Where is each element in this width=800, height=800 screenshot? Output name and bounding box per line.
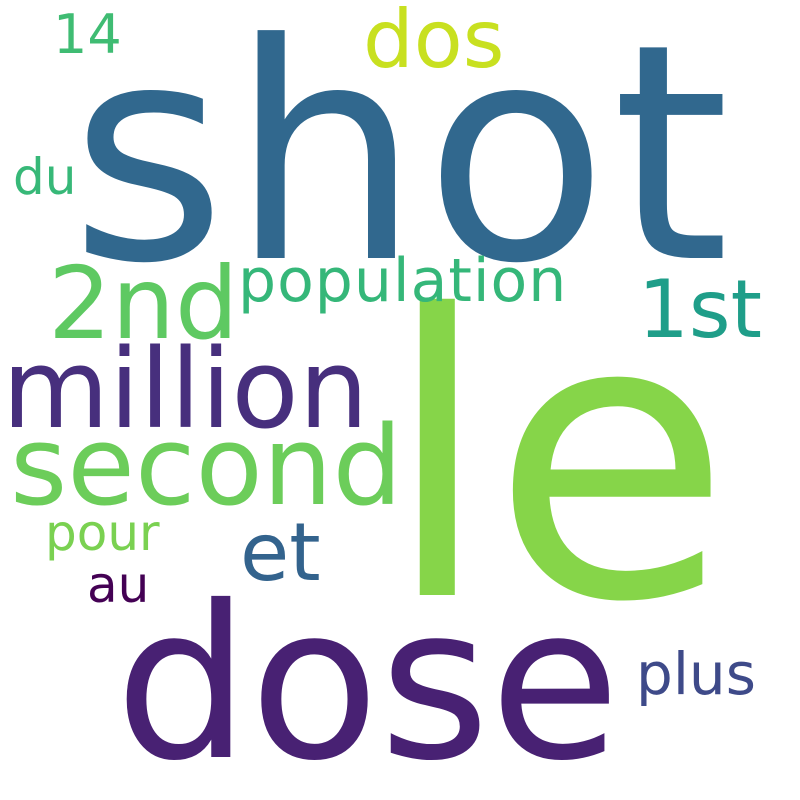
word-au: au <box>87 556 150 614</box>
word-shot: shot <box>70 0 734 329</box>
word-1st: 1st <box>638 263 762 356</box>
word-du: du <box>13 148 77 206</box>
word-million: million <box>2 325 369 453</box>
word-dose: dose <box>115 560 621 800</box>
word-second: second <box>10 402 403 530</box>
word-et: et <box>240 506 321 599</box>
word-14: 14 <box>53 3 122 66</box>
word-population: population <box>238 246 568 316</box>
word-pour: pour <box>45 504 160 562</box>
word-dos: dos <box>363 0 505 86</box>
word-plus: plus <box>636 640 756 708</box>
word-2nd: 2nd <box>48 245 239 362</box>
word-le: le <box>383 233 732 687</box>
